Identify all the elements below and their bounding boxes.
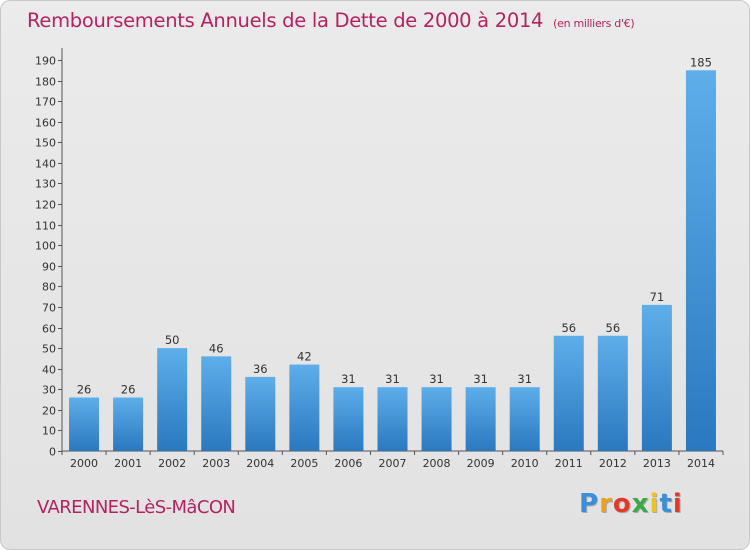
- bar: [113, 397, 144, 451]
- x-tick-label: 2008: [423, 457, 451, 470]
- logo-letter: o: [612, 489, 632, 519]
- bar: [421, 387, 452, 451]
- x-tick-label: 2012: [599, 457, 627, 470]
- x-tick-label: 2010: [511, 457, 539, 470]
- y-tick-label: 100: [35, 240, 56, 253]
- y-tick-label: 120: [35, 199, 56, 212]
- bar: [157, 348, 188, 451]
- bar: [333, 387, 364, 451]
- y-tick-label: 190: [35, 55, 56, 68]
- proxiti-logo: Proxiti: [579, 489, 683, 519]
- bar: [509, 387, 540, 451]
- chart-title: Remboursements Annuels de la Dette de 20…: [27, 9, 635, 32]
- y-tick-label: 90: [42, 261, 56, 274]
- data-labels: 26 26 50 46 36 42 31 31 31 31 31 56 56 71 185: [77, 55, 712, 396]
- data-label: 26: [77, 382, 92, 396]
- x-tick-label: 2014: [687, 457, 715, 470]
- bar: [641, 304, 672, 451]
- bar: [245, 376, 276, 451]
- y-tick-label: 0: [49, 446, 56, 459]
- x-tick-label: 2003: [202, 457, 230, 470]
- y-tick-label: 150: [35, 137, 56, 150]
- y-tick-label: 130: [35, 178, 56, 191]
- data-label: 185: [690, 55, 712, 69]
- y-tick-label: 70: [42, 302, 56, 315]
- data-label: 56: [561, 321, 576, 335]
- logo-letter: r: [599, 489, 613, 519]
- y-tick-label: 50: [42, 343, 56, 356]
- logo-letter: P: [579, 489, 600, 519]
- commune-name: VARENNES-LèS-MâCON: [37, 497, 236, 518]
- data-label: 56: [606, 321, 621, 335]
- chart-title-text: Remboursements Annuels de la Dette de 20…: [27, 9, 544, 32]
- bar: [465, 387, 496, 451]
- bars: [69, 70, 716, 451]
- data-label: 26: [121, 382, 136, 396]
- x-tick-label: 2000: [70, 457, 98, 470]
- x-tick-label: 2005: [290, 457, 318, 470]
- bar: [289, 364, 320, 451]
- y-tick-label: 40: [42, 364, 56, 377]
- logo-letter: t: [659, 489, 673, 519]
- data-label: 31: [341, 372, 356, 386]
- x-tick-label: 2006: [334, 457, 362, 470]
- logo-letter: i: [672, 489, 683, 519]
- y-tick-label: 140: [35, 158, 56, 171]
- bar: [597, 335, 628, 451]
- y-tick-label: 170: [35, 96, 56, 109]
- logo-letter: x: [631, 489, 650, 519]
- data-label: 71: [650, 290, 665, 304]
- bar: [685, 70, 716, 451]
- bar: [553, 335, 584, 451]
- data-label: 50: [165, 333, 180, 347]
- logo-letter: i: [649, 489, 660, 519]
- data-label: 36: [253, 362, 268, 376]
- data-label: 31: [429, 372, 444, 386]
- data-label: 31: [473, 372, 488, 386]
- y-tick-label: 20: [42, 405, 56, 418]
- y-tick-label: 10: [42, 425, 56, 438]
- bar: [377, 387, 408, 451]
- data-label: 42: [297, 350, 312, 364]
- data-label: 31: [385, 372, 400, 386]
- chart-subtitle: (en milliers d'€): [553, 17, 635, 30]
- y-tick-label: 30: [42, 384, 56, 397]
- bar: [69, 397, 100, 451]
- x-tick-label: 2011: [555, 457, 583, 470]
- x-tick-label: 2004: [246, 457, 274, 470]
- y-tick-label: 110: [35, 220, 56, 233]
- x-tick-label: 2002: [158, 457, 186, 470]
- x-tick-label: 2001: [114, 457, 142, 470]
- x-tick-label: 2013: [643, 457, 671, 470]
- y-tick-label: 160: [35, 117, 56, 130]
- x-tick-label: 2009: [467, 457, 495, 470]
- data-label: 31: [517, 372, 532, 386]
- bar: [201, 356, 232, 451]
- y-tick-label: 60: [42, 323, 56, 336]
- y-tick-label: 80: [42, 281, 56, 294]
- y-tick-label: 180: [35, 76, 56, 89]
- data-label: 46: [209, 341, 224, 355]
- x-tick-label: 2007: [379, 457, 407, 470]
